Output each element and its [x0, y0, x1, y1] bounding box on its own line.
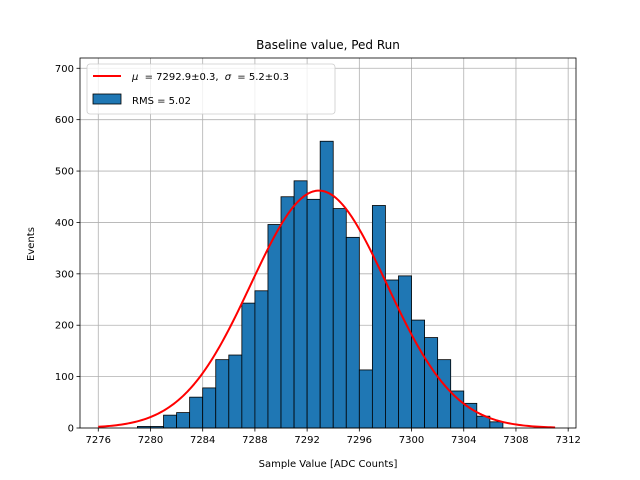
- histogram-bar: [189, 396, 204, 429]
- x-tick-label: 7276: [86, 435, 111, 446]
- histogram-bar: [385, 279, 399, 429]
- legend-fit-label: μ = 7292.9±0.3, σ = 5.2±0.3: [131, 72, 289, 83]
- histogram-bar: [228, 354, 243, 429]
- x-tick-label: 7312: [555, 435, 580, 446]
- histogram-bar: [202, 387, 217, 429]
- legend-sigma-symbol: σ: [225, 72, 232, 83]
- y-tick-label: 100: [55, 372, 74, 383]
- histogram-bar: [280, 196, 295, 429]
- y-tick-label: 0: [68, 424, 74, 435]
- tick-layer: 7276 7280 7284 7288 7292 7296 7300 7304 7308 7312…: [55, 64, 581, 446]
- legend: μ = 7292.9±0.3, σ = 5.2±0.3 RMS = 5.02: [86, 63, 336, 115]
- x-tick-label: 7304: [451, 435, 476, 446]
- histogram-bar: [215, 359, 230, 429]
- legend-histogram-label: RMS = 5.02: [132, 96, 191, 107]
- y-tick-label: 200: [55, 321, 74, 332]
- x-tick-label: 7280: [138, 435, 163, 446]
- gaussian-fit-curve: [98, 189, 556, 429]
- x-tick-label: 7284: [190, 435, 215, 446]
- y-tick-label: 700: [55, 64, 74, 75]
- histogram-bar: [319, 140, 334, 429]
- y-tick-label: 600: [55, 115, 74, 126]
- y-tick-label: 400: [55, 218, 74, 229]
- histogram-bar: [398, 275, 412, 429]
- legend-mu-symbol: μ: [131, 72, 138, 83]
- y-axis-label: Events: [26, 227, 37, 261]
- histogram-bar: [345, 236, 360, 429]
- y-tick-label: 500: [55, 167, 74, 178]
- x-tick-label: 7308: [503, 435, 528, 446]
- histogram-bar: [424, 337, 439, 429]
- axes-frame: [79, 57, 577, 429]
- histogram-bar: [267, 224, 282, 429]
- legend-histogram-swatch: [92, 93, 122, 105]
- x-axis-label: Sample Value [ADC Counts]: [259, 459, 398, 470]
- histogram-bar: [450, 390, 465, 429]
- fit-curve-layer: [98, 189, 556, 429]
- histogram-bar: [463, 402, 478, 429]
- y-tick-label: 300: [55, 269, 74, 280]
- histogram-bar: [332, 208, 347, 429]
- x-tick-label: 7288: [242, 435, 267, 446]
- histogram-bar: [241, 302, 256, 429]
- x-tick-label: 7300: [399, 435, 424, 446]
- x-tick-label: 7296: [347, 435, 372, 446]
- chart-title: Baseline value, Ped Run: [256, 38, 400, 52]
- legend-sigma-value: = 5.2±0.3: [237, 72, 289, 83]
- histogram-bar: [306, 198, 321, 429]
- histogram-bar: [489, 421, 504, 429]
- histogram-bar: [176, 412, 191, 429]
- x-tick-label: 7292: [294, 435, 319, 446]
- histogram-bar: [163, 414, 177, 429]
- histogram-bar: [437, 359, 452, 429]
- legend-mu-value: = 7292.9±0.3,: [145, 72, 219, 83]
- histogram-bar: [254, 290, 269, 429]
- histogram-bar: [371, 205, 386, 429]
- histogram-bar: [293, 180, 308, 429]
- histogram-bar: [358, 369, 373, 429]
- legend-box: [86, 63, 336, 115]
